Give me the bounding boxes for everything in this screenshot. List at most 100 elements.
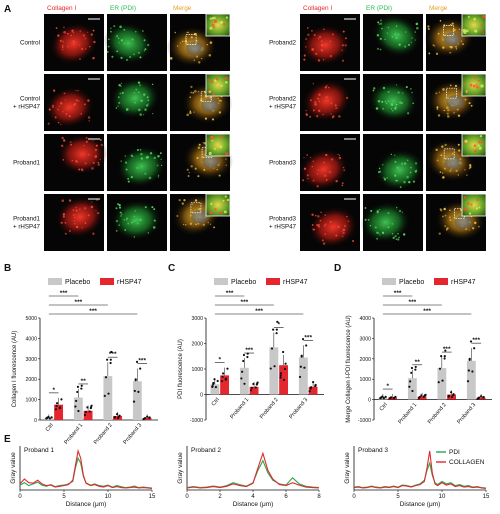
speckle [73, 102, 77, 105]
speckle [123, 28, 126, 31]
speckle [110, 30, 112, 33]
chart-title: Proband 2 [191, 447, 221, 454]
speckle [401, 162, 404, 165]
speckle [395, 37, 398, 39]
speckle [94, 155, 98, 158]
speckle [137, 51, 140, 54]
speckle [143, 113, 145, 116]
speckle [208, 54, 212, 57]
data-point [276, 320, 279, 323]
inset-speckle [213, 147, 216, 150]
speckle [202, 223, 205, 226]
significance-label: *** [138, 358, 146, 365]
speckle [383, 178, 387, 181]
speckle [190, 91, 193, 94]
inset-speckle [463, 82, 466, 85]
significance-label: *** [443, 346, 451, 353]
speckle [440, 209, 443, 212]
data-point [148, 416, 151, 419]
speckle [443, 109, 445, 112]
speckle [415, 22, 419, 26]
speckle [131, 38, 134, 41]
speckle [78, 100, 80, 102]
inset-speckle [207, 78, 210, 81]
speckle [139, 113, 143, 116]
speckle [446, 229, 448, 231]
speckle [447, 108, 450, 112]
speckle [66, 32, 69, 35]
speckle [318, 35, 322, 39]
cell-signal [299, 148, 349, 191]
data-point [282, 378, 286, 381]
x-tick-label: 10 [439, 494, 446, 500]
speckle [432, 44, 435, 46]
significance-label: *** [245, 347, 253, 354]
speckle [125, 108, 129, 111]
significance-label: *** [304, 334, 312, 341]
speckle [399, 186, 402, 189]
speckle [455, 45, 458, 48]
bar-rhsp47 [308, 386, 318, 395]
legend: Placebo rHSP47 [214, 278, 308, 286]
speckle [305, 46, 307, 48]
speckle [206, 43, 209, 46]
speckle [64, 221, 67, 224]
speckle [78, 168, 81, 171]
speckle [87, 99, 90, 102]
speckle [326, 85, 328, 87]
nucleus [201, 98, 220, 113]
speckle [136, 148, 139, 151]
x-tick-label: Proband 1 [229, 397, 250, 420]
nucleus [186, 41, 205, 56]
speckle [182, 223, 185, 226]
speckle [317, 38, 320, 40]
speckle [341, 59, 345, 62]
inset-speckle [479, 135, 483, 138]
inset-speckle [219, 145, 223, 149]
inset-speckle [477, 79, 480, 82]
speckle [65, 113, 68, 116]
speckle [68, 199, 72, 202]
speckle [47, 122, 50, 125]
speckle [329, 220, 332, 223]
speckle [439, 20, 442, 22]
speckle [160, 164, 163, 166]
bar-rhsp47 [83, 410, 93, 420]
speckle [106, 50, 109, 53]
inset-speckle [474, 29, 478, 33]
data-point [469, 340, 473, 343]
data-point [468, 358, 471, 361]
speckle [332, 115, 335, 118]
speckle [183, 199, 186, 202]
speckle [320, 211, 322, 213]
data-point [471, 370, 474, 373]
speckle [79, 58, 81, 60]
data-point [305, 344, 308, 347]
speckle [342, 166, 345, 169]
speckle [411, 91, 413, 94]
speckle [376, 237, 379, 240]
speckle [313, 228, 316, 231]
speckle [341, 44, 344, 47]
speckle [83, 144, 85, 147]
speckle [124, 155, 127, 157]
cell-signal [308, 206, 359, 249]
inset-speckle [208, 90, 212, 93]
speckle [319, 219, 322, 222]
cell-signal [103, 22, 154, 65]
row-label-right-1: + rHSP47 [269, 104, 297, 111]
speckle [335, 107, 338, 110]
data-point [54, 408, 58, 411]
speckle [395, 206, 398, 209]
speckle [321, 50, 324, 52]
data-point [134, 379, 137, 382]
data-point [275, 328, 278, 331]
speckle [75, 206, 78, 209]
speckle [134, 102, 136, 104]
speckle [381, 100, 384, 103]
speckle [130, 154, 134, 157]
speckle [440, 154, 443, 157]
data-point [48, 417, 52, 420]
speckle [341, 182, 344, 185]
speckle [147, 99, 150, 102]
